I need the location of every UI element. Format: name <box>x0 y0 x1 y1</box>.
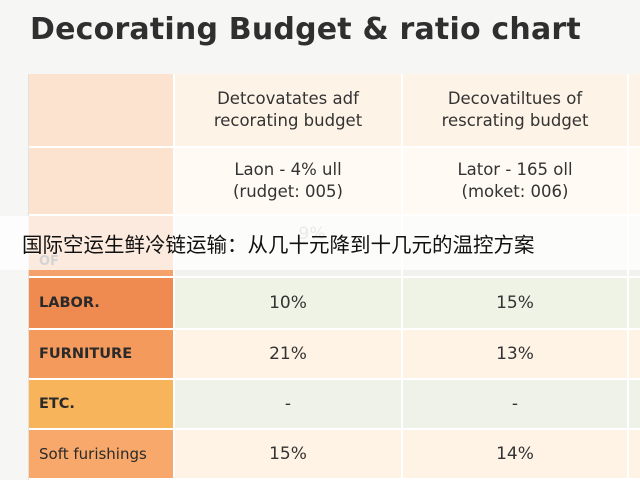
header-col2-line1: Decovatiltues of <box>447 89 583 108</box>
header-col2-line2: rescrating budget <box>441 111 589 130</box>
table-row-furniture: FURNITURE 21% 13% <box>29 330 640 380</box>
row-labor-col2: 15% <box>403 278 629 330</box>
caption-text: 国际空运生鲜冷链运输：从几十元降到十几元的温控方案 <box>22 233 535 257</box>
row-label-furniture: FURNITURE <box>29 330 175 380</box>
row-etc-col1: - <box>175 380 403 430</box>
row-furniture-col2: 13% <box>403 330 629 380</box>
header-col1-line2: recorating budget <box>213 111 363 130</box>
table-row-soft-furnishings: Soft furishings 15% 14% <box>29 430 640 480</box>
row-soft-col1: 15% <box>175 430 403 480</box>
subheader-col1: Laon - 4% ull (rudget: 005) <box>175 148 403 216</box>
row-labor-col1: 10% <box>175 278 403 330</box>
budget-table: Detcovatates adf recorating budget Decov… <box>28 74 640 480</box>
row-labor-edge <box>629 278 640 330</box>
caption-overlay: 国际空运生鲜冷链运输：从几十元降到十几元的温控方案 <box>0 216 640 270</box>
row-label-etc: ETC. <box>29 380 175 430</box>
header-edge-cell <box>629 74 640 148</box>
subheader-col2-line1: Lator - 165 oll <box>457 160 573 179</box>
row-soft-col2: 14% <box>403 430 629 480</box>
row-soft-edge <box>629 430 640 480</box>
row-etc-edge <box>629 380 640 430</box>
header-col1: Detcovatates adf recorating budget <box>175 74 403 148</box>
row-label-soft-furnishings: Soft furishings <box>29 430 175 480</box>
header-col2: Decovatiltues of rescrating budget <box>403 74 629 148</box>
row-furniture-col1: 21% <box>175 330 403 380</box>
row-etc-col2: - <box>403 380 629 430</box>
table-row-labor: LABOR. 10% 15% <box>29 278 640 330</box>
row-furniture-edge <box>629 330 640 380</box>
page-title: Decorating Budget & ratio chart <box>30 12 581 47</box>
row-label-labor: LABOR. <box>29 278 175 330</box>
subheader-col2-line2: (moket: 006) <box>461 182 569 201</box>
header-empty-cell <box>29 74 175 148</box>
table-subheader-row: Laon - 4% ull (rudget: 005) Lator - 165 … <box>29 148 640 216</box>
table-row-etc: ETC. - - <box>29 380 640 430</box>
subheader-empty-cell <box>29 148 175 216</box>
subheader-edge-cell <box>629 148 640 216</box>
subheader-col1-line1: Laon - 4% ull <box>234 160 342 179</box>
table-header-row: Detcovatates adf recorating budget Decov… <box>29 74 640 148</box>
header-col1-line1: Detcovatates adf <box>217 89 359 108</box>
subheader-col1-line2: (rudget: 005) <box>233 182 343 201</box>
subheader-col2: Lator - 165 oll (moket: 006) <box>403 148 629 216</box>
